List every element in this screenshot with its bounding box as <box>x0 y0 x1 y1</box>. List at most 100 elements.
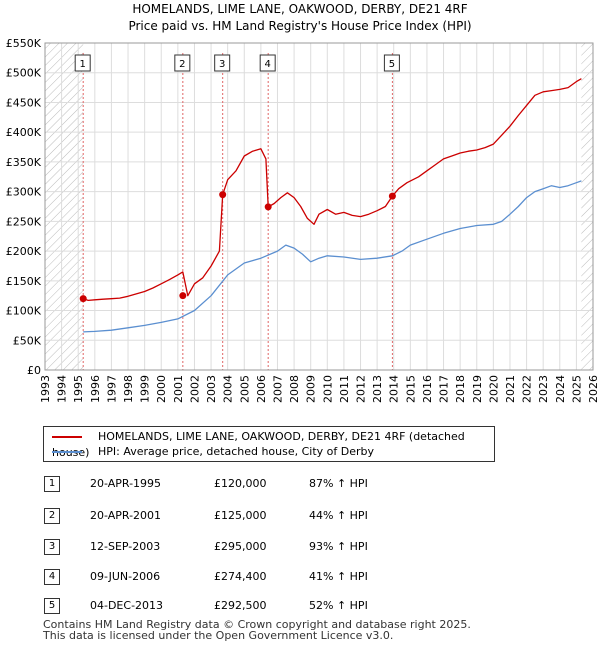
hatched-region <box>581 43 593 370</box>
x-tick-label: 2005 <box>238 375 251 403</box>
x-tick-label: 1996 <box>89 375 102 403</box>
sale-marker-box <box>214 54 231 72</box>
chart-title: HOMELANDS, LIME LANE, OAKWOOD, DERBY, DE… <box>132 2 467 16</box>
sale-number: 5 <box>44 598 60 614</box>
sale-price: £292,500 <box>214 599 267 612</box>
x-tick-label: 2002 <box>188 375 201 403</box>
sale-point <box>264 203 272 211</box>
sale-hpi-diff: 44% ↑ HPI <box>309 509 368 522</box>
sale-number: 2 <box>44 508 60 524</box>
legend-label-hpi: HPI: Average price, detached house, City… <box>98 445 375 458</box>
x-tick-label: 1997 <box>105 375 118 403</box>
x-tick-label: 2022 <box>521 375 534 403</box>
x-tick-label: 1994 <box>56 375 69 403</box>
series-line-hpi <box>83 180 582 333</box>
y-tick-label: £100K <box>6 305 42 318</box>
series-line-house <box>82 78 582 302</box>
sale-hpi-diff: 52% ↑ HPI <box>309 599 368 612</box>
sale-marker-label: 5 <box>389 59 395 70</box>
sale-row: 5 04-DEC-2013 £292,500 52% ↑ HPI <box>42 596 442 616</box>
sale-marker-label: 2 <box>179 59 185 70</box>
sale-marker-box <box>174 54 191 72</box>
x-tick-label: 2004 <box>222 375 235 403</box>
sale-marker-box <box>383 54 400 72</box>
x-tick-label: 2001 <box>172 375 185 403</box>
y-tick-label: £150K <box>6 275 42 288</box>
sale-row: 3 12-SEP-2003 £295,000 93% ↑ HPI <box>42 537 442 557</box>
x-tick-label: 2024 <box>554 375 567 403</box>
sale-row: 4 09-JUN-2006 £274,400 41% ↑ HPI <box>42 567 442 587</box>
legend-swatch-hpi <box>52 451 82 453</box>
x-tick-label: 2025 <box>570 375 583 403</box>
footer-line-licence: This data is licensed under the Open Gov… <box>43 629 394 642</box>
legend-label-house: HOMELANDS, LIME LANE, OAKWOOD, DERBY, DE… <box>52 430 465 459</box>
y-tick-label: £0 <box>27 364 41 377</box>
x-tick-label: 2019 <box>471 375 484 403</box>
x-tick-label: 2010 <box>321 375 334 403</box>
y-tick-label: £550K <box>6 37 42 50</box>
x-tick-label: 2023 <box>537 375 550 403</box>
x-tick-label: 2006 <box>255 375 268 403</box>
x-tick-label: 2018 <box>454 375 467 403</box>
y-tick-label: £250K <box>6 215 42 228</box>
x-tick-label: 2011 <box>338 375 351 403</box>
sale-point <box>179 292 187 300</box>
sale-date: 20-APR-2001 <box>90 509 162 522</box>
x-tick-label: 2020 <box>487 375 500 403</box>
x-tick-label: 2016 <box>421 375 434 403</box>
sale-point <box>388 192 396 200</box>
x-tick-label: 2003 <box>205 375 218 403</box>
sale-marker-label: 1 <box>80 59 86 70</box>
sale-marker-label: 4 <box>264 59 270 70</box>
legend-swatch-house <box>52 436 82 438</box>
sale-date: 04-DEC-2013 <box>90 599 164 612</box>
chart-legend: HOMELANDS, LIME LANE, OAKWOOD, DERBY, DE… <box>43 426 495 462</box>
price-chart: HOMELANDS, LIME LANE, OAKWOOD, DERBY, DE… <box>6 2 600 403</box>
sale-row: 2 20-APR-2001 £125,000 44% ↑ HPI <box>42 506 442 526</box>
sale-marker-box <box>259 54 276 72</box>
y-tick-label: £400K <box>6 126 42 139</box>
hatched-region <box>45 43 84 370</box>
legend-item-house: HOMELANDS, LIME LANE, OAKWOOD, DERBY, DE… <box>52 429 494 459</box>
x-tick-label: 2000 <box>155 375 168 403</box>
x-tick-label: 2026 <box>587 375 600 403</box>
sale-date: 12-SEP-2003 <box>90 540 161 553</box>
sale-date: 09-JUN-2006 <box>90 570 161 583</box>
x-tick-label: 2021 <box>504 375 517 403</box>
sale-marker-label: 3 <box>219 59 225 70</box>
sale-hpi-diff: 87% ↑ HPI <box>309 477 368 490</box>
sale-marker-box <box>74 54 91 72</box>
x-tick-label: 2012 <box>355 375 368 403</box>
sale-number: 4 <box>44 569 60 585</box>
footer-line-copyright: Contains HM Land Registry data © Crown c… <box>43 618 471 631</box>
x-tick-label: 2013 <box>371 375 384 403</box>
x-tick-label: 1998 <box>122 375 135 403</box>
y-tick-label: £300K <box>6 186 42 199</box>
sale-hpi-diff: 41% ↑ HPI <box>309 570 368 583</box>
x-tick-label: 1993 <box>39 375 52 403</box>
sale-date: 20-APR-1995 <box>90 477 162 490</box>
sale-number: 3 <box>44 539 60 555</box>
plot-area-border <box>44 42 594 371</box>
x-tick-label: 2014 <box>388 375 401 403</box>
y-tick-label: £450K <box>6 96 42 109</box>
sale-point <box>219 191 227 199</box>
sale-price: £125,000 <box>214 509 267 522</box>
y-tick-label: £500K <box>6 67 42 80</box>
legend-item-hpi: HPI: Average price, detached house, City… <box>52 444 374 460</box>
sale-price: £274,400 <box>214 570 267 583</box>
y-tick-label: £200K <box>6 245 42 258</box>
y-tick-label: £50K <box>13 334 42 347</box>
sale-price: £120,000 <box>214 477 267 490</box>
x-tick-label: 1995 <box>72 375 85 403</box>
footer-attribution: Contains HM Land Registry data © Crown c… <box>43 619 471 641</box>
x-tick-label: 2007 <box>271 375 284 403</box>
x-tick-label: 2008 <box>288 375 301 403</box>
chart-subtitle: Price paid vs. HM Land Registry's House … <box>128 19 471 33</box>
sale-price: £295,000 <box>214 540 267 553</box>
sale-hpi-diff: 93% ↑ HPI <box>309 540 368 553</box>
y-tick-label: £350K <box>6 156 42 169</box>
sale-number: 1 <box>44 476 60 492</box>
x-tick-label: 2009 <box>305 375 318 403</box>
sale-row: 1 20-APR-1995 £120,000 87% ↑ HPI <box>42 474 442 494</box>
